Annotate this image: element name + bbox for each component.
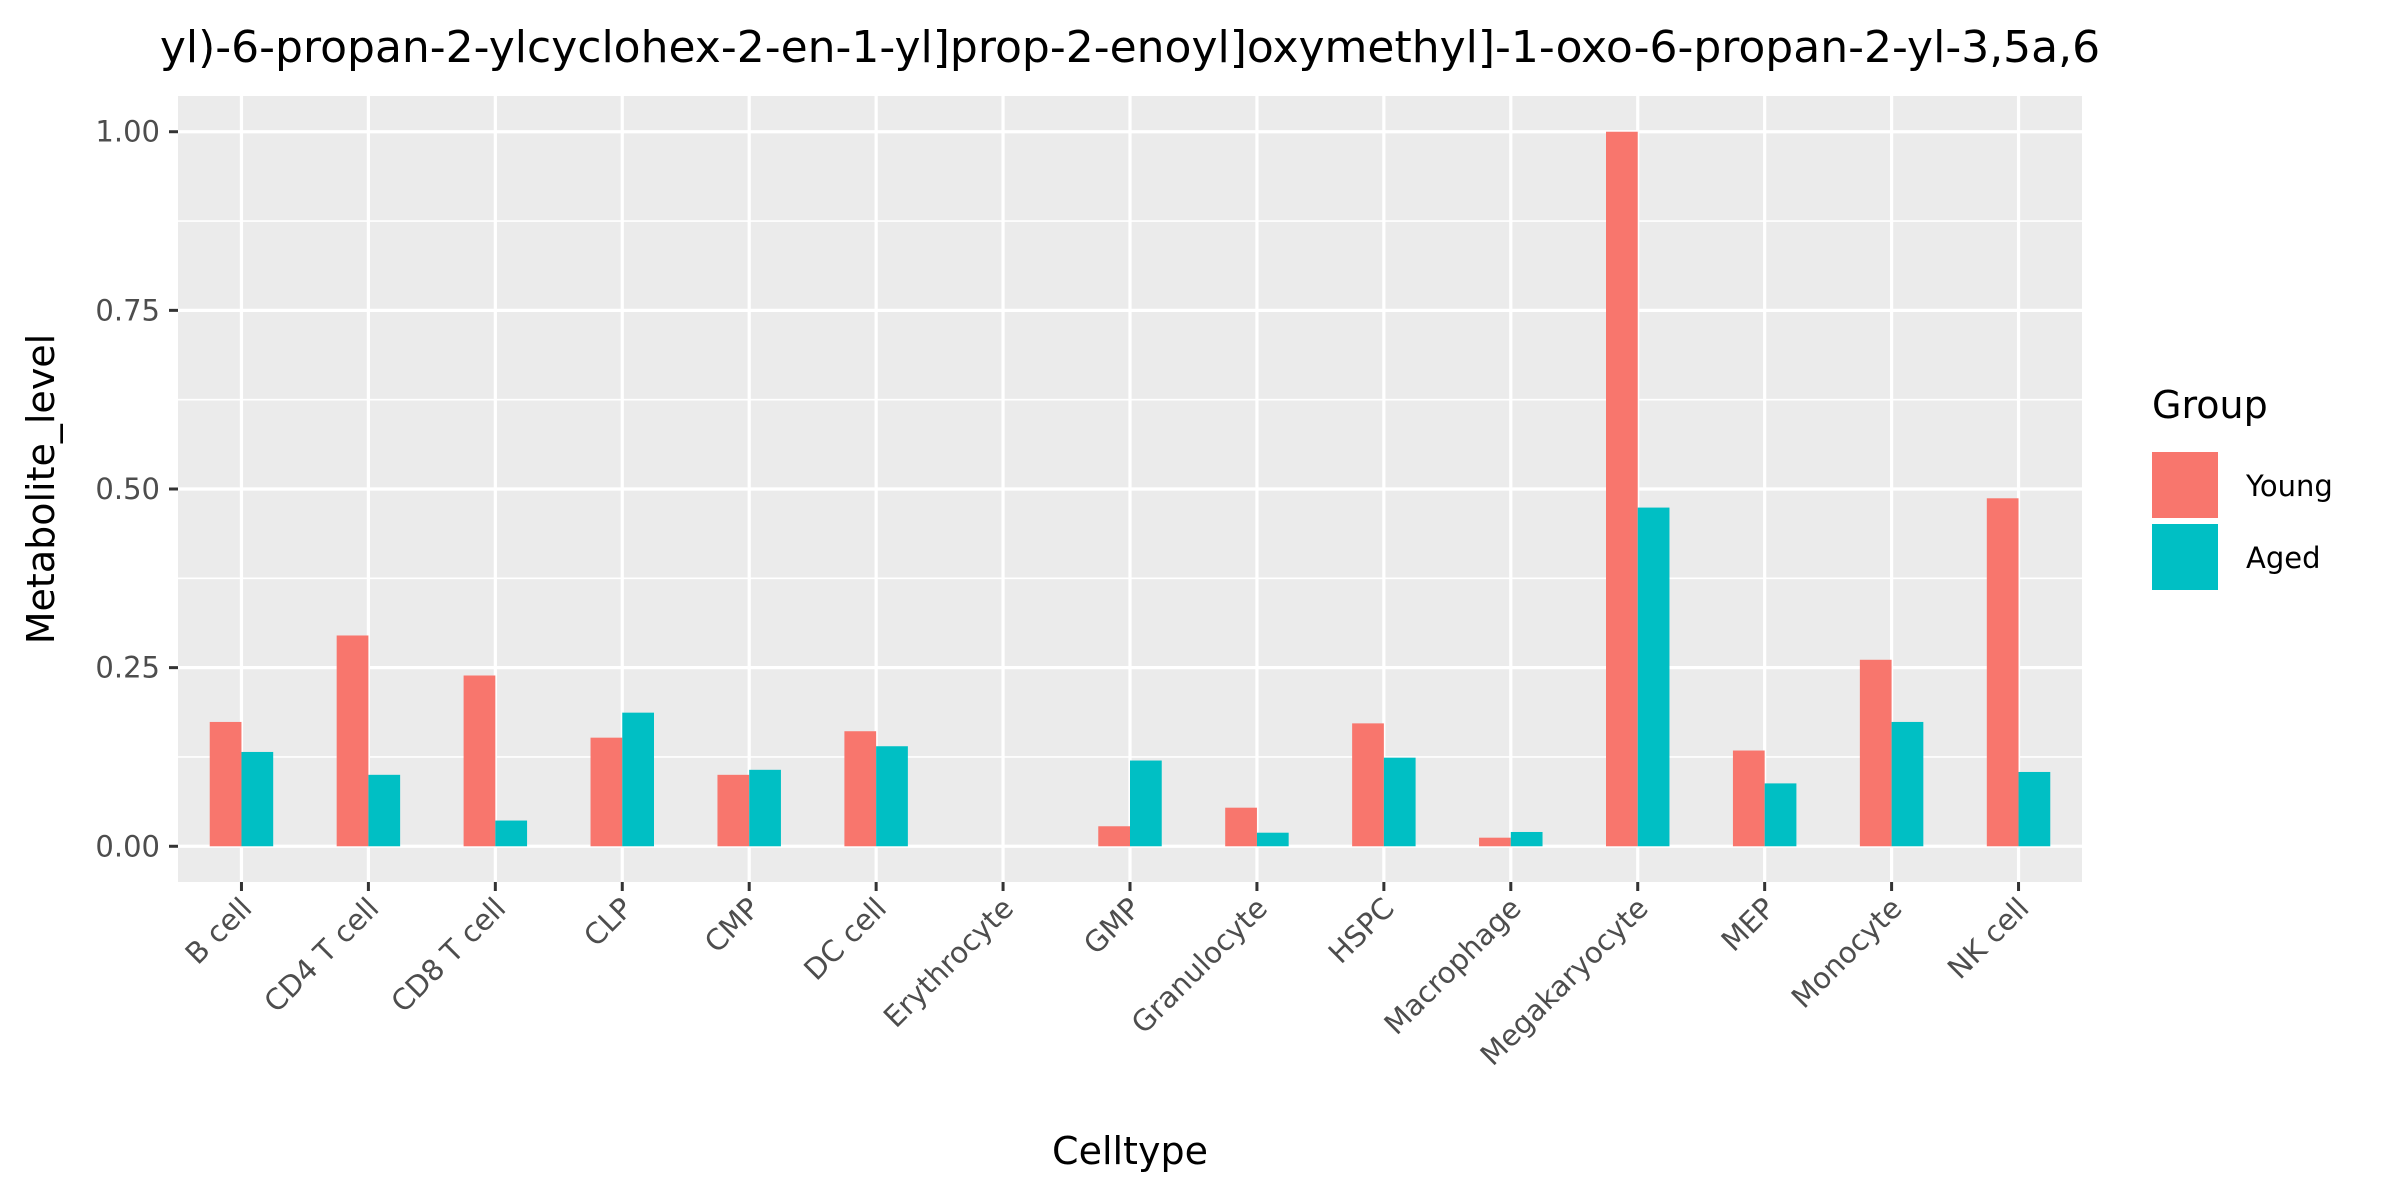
legend: Group Young Aged bbox=[2152, 383, 2333, 590]
bar-young-dc-cell bbox=[844, 731, 877, 847]
x-tick-label: HSPC bbox=[1322, 891, 1401, 970]
bar-aged-macrophage bbox=[1510, 831, 1543, 847]
bar-young-hspc bbox=[1352, 723, 1384, 847]
x-tick-label: CMP bbox=[698, 891, 766, 959]
x-tick-label: Erythrocyte bbox=[877, 891, 1020, 1034]
bar-young-macrophage bbox=[1479, 837, 1511, 847]
bar-young-nk-cell bbox=[1986, 498, 2019, 847]
y-tick-label: 1.00 bbox=[95, 115, 160, 149]
bar-aged-mep bbox=[1764, 783, 1797, 847]
y-tick-label: 0.75 bbox=[95, 293, 160, 327]
legend-key-young bbox=[2152, 452, 2218, 518]
y-axis-title: Metabolite_level bbox=[19, 334, 63, 644]
legend-key-aged bbox=[2152, 524, 2218, 590]
bar-aged-monocyte bbox=[1891, 721, 1924, 847]
x-tick-label: Monocyte bbox=[1785, 891, 1909, 1015]
bar-aged-dc-cell bbox=[876, 746, 908, 847]
legend-title: Group bbox=[2152, 383, 2268, 427]
legend-label-aged: Aged bbox=[2246, 541, 2321, 575]
x-tick-label: B cell bbox=[179, 891, 259, 971]
y-axis: 0.00 0.25 0.50 0.75 1.00 bbox=[95, 115, 178, 863]
bar-young-cd8-t-cell bbox=[463, 675, 496, 847]
bar-aged-cd8-t-cell bbox=[495, 820, 528, 847]
y-tick-label: 0.25 bbox=[95, 651, 160, 685]
bar-aged-cmp bbox=[749, 769, 781, 847]
x-tick-label: NK cell bbox=[1941, 891, 2036, 986]
chart-title: yl)-6-propan-2-ylcyclohex-2-en-1-yl]prop… bbox=[160, 22, 2100, 73]
x-tick-label: CD8 T cell bbox=[384, 891, 512, 1019]
bar-young-cd4-t-cell bbox=[336, 635, 369, 847]
legend-label-young: Young bbox=[2245, 469, 2333, 503]
x-tick-label: CLP bbox=[577, 891, 639, 953]
x-tick-label: CD4 T cell bbox=[257, 891, 385, 1019]
bar-young-cmp bbox=[717, 774, 750, 847]
bar-aged-hspc bbox=[1383, 757, 1416, 847]
x-tick-label: MEP bbox=[1715, 891, 1782, 958]
x-tick-label: GMP bbox=[1077, 891, 1147, 961]
x-tick-label: Granulocyte bbox=[1125, 891, 1274, 1040]
bar-young-clp bbox=[590, 737, 623, 847]
bar-aged-megakaryocyte bbox=[1637, 507, 1670, 847]
bar-young-gmp bbox=[1098, 826, 1130, 847]
bar-aged-nk-cell bbox=[2018, 771, 2051, 847]
y-tick-label: 0.00 bbox=[95, 829, 160, 863]
bar-young-b-cell bbox=[209, 721, 242, 847]
bar-aged-granulocyte bbox=[1256, 832, 1289, 847]
x-tick-label: DC cell bbox=[797, 891, 893, 987]
bar-young-megakaryocyte bbox=[1606, 131, 1638, 847]
bar-aged-cd4-t-cell bbox=[368, 774, 401, 847]
bar-aged-b-cell bbox=[241, 751, 274, 847]
bar-aged-gmp bbox=[1130, 760, 1162, 847]
bar-young-monocyte bbox=[1859, 659, 1892, 847]
bar-aged-clp bbox=[622, 712, 654, 847]
bars bbox=[209, 131, 2051, 847]
y-tick-label: 0.50 bbox=[95, 472, 160, 506]
x-axis-title: Celltype bbox=[1052, 1129, 1208, 1173]
bar-young-granulocyte bbox=[1225, 807, 1257, 847]
bar-young-mep bbox=[1732, 750, 1765, 847]
